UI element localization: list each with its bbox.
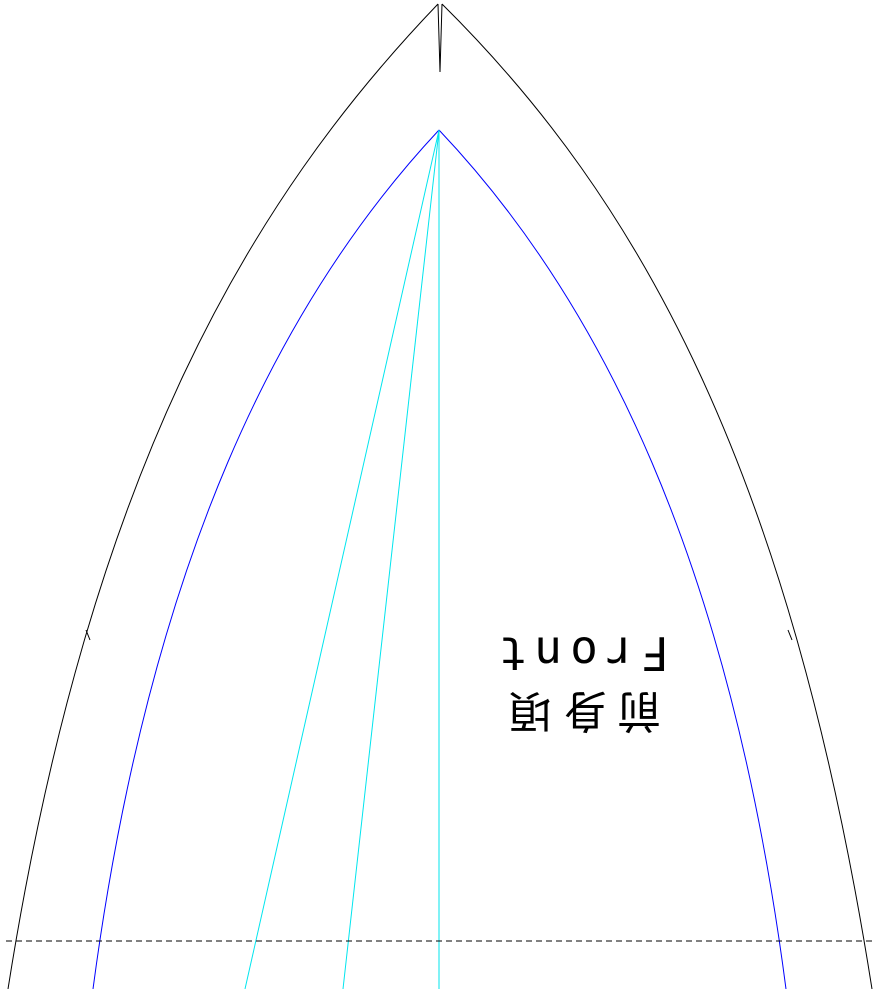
outer-tick-right	[787, 629, 793, 641]
outer-tick-left	[85, 629, 91, 641]
inner-seam-line-left	[92, 129, 440, 989]
top-notch-mark	[437, 3, 443, 73]
outer-cut-line-left	[7, 3, 439, 989]
guide-line-outer	[244, 129, 440, 989]
piece-label-english: Front	[491, 627, 669, 681]
piece-label-group: Front 前身頃	[491, 627, 669, 737]
inner-seam-line-right	[438, 129, 787, 989]
guide-line-inner	[342, 129, 440, 989]
piece-label-japanese: 前身頃	[499, 685, 661, 736]
outer-cut-line-right	[441, 3, 873, 989]
